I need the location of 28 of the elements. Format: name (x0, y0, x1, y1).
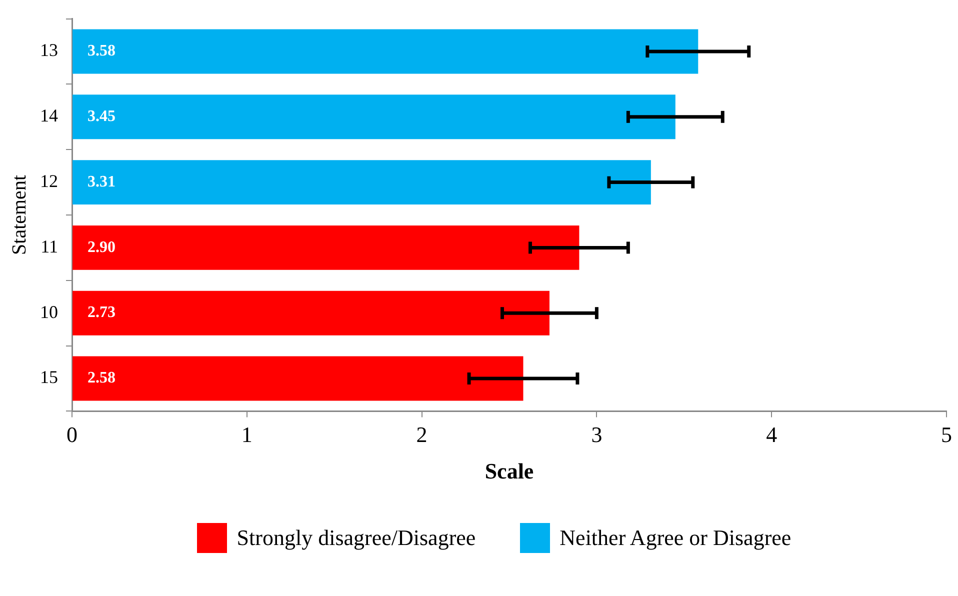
data-label: 3.45 (88, 108, 116, 126)
x-tick-label: 1 (241, 422, 252, 448)
y-tick-label: 10 (40, 302, 58, 322)
data-label: 2.73 (88, 304, 116, 322)
bar (72, 29, 698, 74)
bar (72, 225, 580, 270)
x-tick-label: 0 (66, 422, 78, 448)
y-axis-title: Statement (8, 174, 30, 255)
y-tick-label: 15 (40, 367, 58, 388)
bar (72, 290, 550, 336)
legend-label: Neither Agree or Disagree (560, 525, 792, 551)
y-tick-label: 11 (40, 236, 58, 256)
bar (72, 94, 676, 140)
bar (72, 160, 651, 205)
y-tick-label: 12 (40, 171, 58, 192)
x-tick-label: 2 (416, 422, 428, 448)
y-tick-label: 14 (40, 106, 58, 126)
x-tick-label: 5 (941, 422, 952, 448)
bar (72, 356, 524, 401)
data-label: 3.31 (88, 173, 116, 190)
x-axis-title: Scale (484, 458, 534, 484)
data-label: 3.58 (88, 42, 116, 60)
x-tick-label: 3 (591, 422, 602, 448)
data-label: 2.90 (88, 238, 116, 256)
legend-label: Strongly disagree/Disagree (236, 525, 476, 551)
x-tick-label: 4 (766, 422, 778, 448)
data-label: 2.58 (88, 370, 116, 387)
y-tick-label: 13 (40, 40, 58, 60)
